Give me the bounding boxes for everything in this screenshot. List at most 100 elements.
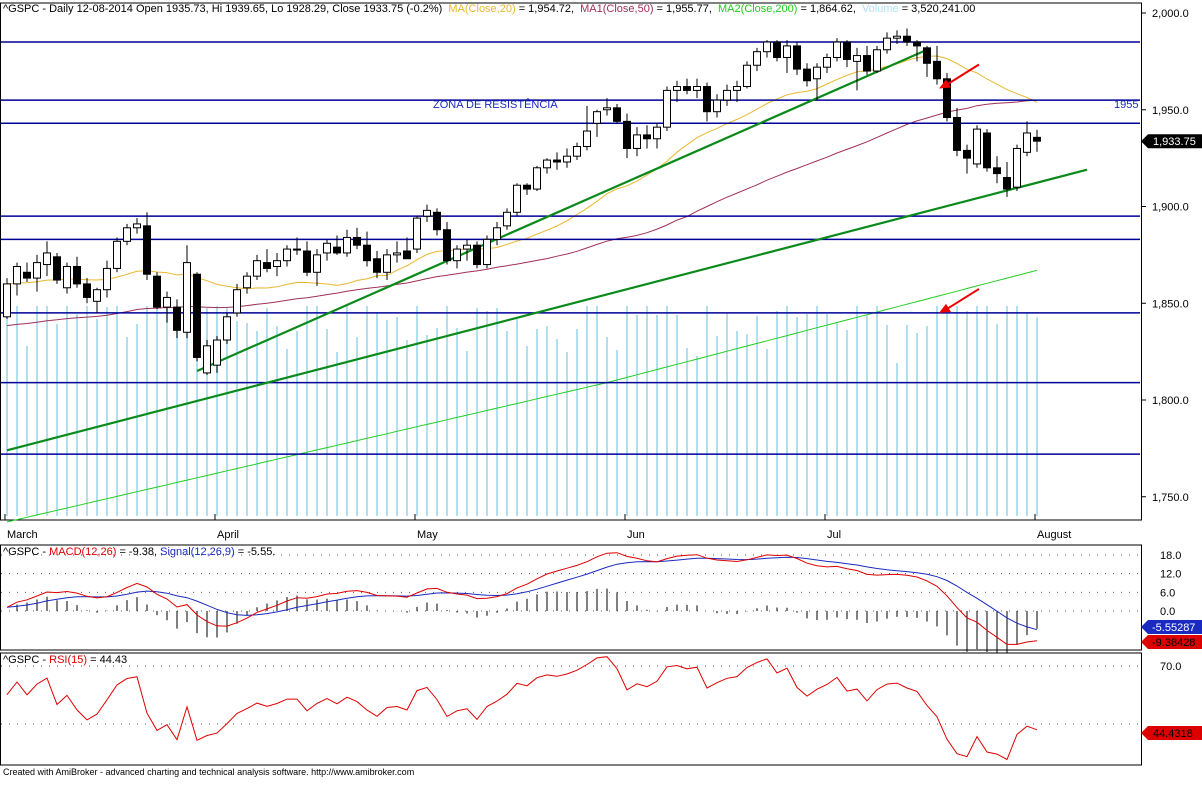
candle-up <box>484 239 491 264</box>
candle-up <box>394 253 401 255</box>
candle <box>1014 145 1021 191</box>
candle-down <box>804 69 811 81</box>
candle-down <box>864 56 871 71</box>
price-tick-label: 1,950.0 <box>1152 105 1189 117</box>
candle <box>944 73 951 121</box>
rsi-tick-label: 70.0 <box>1160 661 1181 673</box>
candle-up <box>564 156 571 162</box>
candle-down <box>174 307 181 330</box>
candle-up <box>454 249 461 261</box>
candle-down <box>264 263 271 269</box>
candle-up <box>874 50 881 71</box>
macd-header-prefix: ^GSPC - <box>3 546 49 558</box>
candle-down <box>524 185 531 189</box>
candle-down <box>774 42 781 57</box>
candle-up <box>284 249 291 261</box>
candle-down <box>154 276 161 307</box>
resistance-value-label: 1955 <box>1114 99 1138 111</box>
candle <box>4 278 11 319</box>
candle-up <box>314 255 321 272</box>
main-header: ^GSPC - Daily 12-08-2014 Open 1935.73, H… <box>3 3 975 15</box>
candle-down <box>84 284 91 298</box>
candle-up <box>1024 133 1031 152</box>
candle-up <box>754 52 761 66</box>
candle-down <box>684 87 691 91</box>
month-label: Jun <box>627 529 645 541</box>
candle <box>474 241 481 268</box>
candle-down <box>434 212 441 229</box>
rsi-legend: RSI(15) <box>49 654 87 666</box>
candle-up <box>184 263 191 333</box>
candle-up <box>974 129 981 164</box>
candle-down <box>844 42 851 59</box>
candle-down <box>54 257 61 280</box>
candle-down <box>954 117 961 150</box>
macd-tick-label: 6.0 <box>1160 587 1175 599</box>
candle-up <box>4 284 11 317</box>
month-label: Jul <box>827 529 841 541</box>
candle-down <box>194 274 201 357</box>
candle <box>874 46 881 73</box>
month-label: May <box>417 529 438 541</box>
rsi-header: ^GSPC - RSI(15) = 44.43 <box>3 654 127 666</box>
month-label: April <box>217 529 239 541</box>
candle-up <box>834 42 841 57</box>
candle-up <box>34 263 41 278</box>
candle-up <box>714 100 721 112</box>
candle-down <box>964 150 971 158</box>
signal-value-label: -5.55287 <box>1152 622 1195 634</box>
macd-tick-label: 18.0 <box>1160 550 1181 562</box>
candle-up <box>384 255 391 272</box>
candle-up <box>254 261 261 276</box>
candle <box>54 253 61 284</box>
candle-up <box>164 297 171 307</box>
candle-up <box>344 237 351 252</box>
candle-up <box>134 224 141 228</box>
candle-up <box>204 346 211 373</box>
candle-down <box>934 61 941 78</box>
candle <box>984 129 991 172</box>
main-header-prefix: ^GSPC - Daily 12-08-2014 Open 1935.73, H… <box>3 3 442 15</box>
macd-tick-label: 0.0 <box>1160 606 1175 618</box>
ma20-legend: MA(Close,20) <box>448 3 515 15</box>
candle-up <box>214 340 221 365</box>
candle-up <box>514 185 521 212</box>
macd-legend: MACD(12,26) <box>49 546 116 558</box>
candle <box>514 183 521 216</box>
rsi-legend-value: = 44.43 <box>90 654 127 666</box>
signal-legend-value: = -5.55. <box>238 546 276 558</box>
candle-up <box>884 38 891 50</box>
candle-up <box>694 87 701 91</box>
candle-down <box>994 168 1001 174</box>
candle-up <box>14 266 21 283</box>
candle <box>484 236 491 269</box>
candle-up <box>574 147 581 157</box>
candle-down <box>924 48 931 63</box>
candle-down <box>554 160 561 162</box>
candle-up <box>744 65 751 86</box>
volume-legend-value: = 3,520,241.00 <box>902 3 976 15</box>
candle <box>664 87 671 132</box>
candle-up <box>664 90 671 127</box>
month-label: March <box>7 529 38 541</box>
candle-up <box>294 249 301 250</box>
ma20-legend-value: = 1,954.72, <box>519 3 574 15</box>
candle-up <box>94 290 101 302</box>
candle-up <box>414 218 421 249</box>
candle <box>114 237 121 272</box>
candle-up <box>674 87 681 91</box>
candle-down <box>404 251 411 259</box>
candle-up <box>424 210 431 216</box>
candle-up <box>894 36 901 38</box>
candle-up <box>274 261 281 267</box>
candle-up <box>534 168 541 189</box>
candle-up <box>604 108 611 110</box>
candle <box>834 38 841 61</box>
candle-up <box>244 276 251 288</box>
candle-up <box>734 87 741 91</box>
ma200-legend: MA2(Close,200) <box>718 3 797 15</box>
ma50-legend: MA1(Close,50) <box>580 3 653 15</box>
candle-down <box>334 247 341 253</box>
candle-down <box>24 272 31 278</box>
